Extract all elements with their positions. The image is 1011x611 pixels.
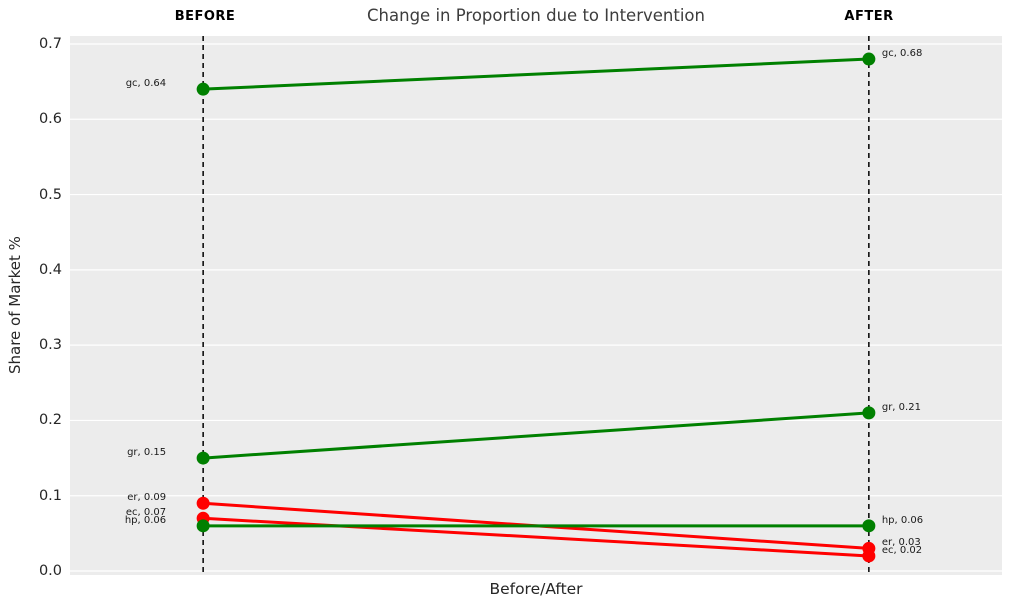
point-gr-before [196,451,210,465]
y-tick-0.7: 0.7 [38,35,62,52]
x-axis-label: Before/After [489,580,583,598]
point-hp-after [862,519,876,533]
series-line-gr [203,411,869,460]
annotation-ec-before: ec, 0.07 [125,507,167,519]
annotation-gc-after: gc, 0.68 [881,48,923,60]
series-line-ec [203,516,869,558]
column-header-after: AFTER [844,9,894,24]
point-ec-after [862,549,876,563]
slope-chart-canvas [70,36,1002,575]
annotation-hp-after: hp, 0.06 [881,514,924,526]
annotation-hp-before: hp, 0.06 [124,514,167,526]
y-tick-0.2: 0.2 [38,412,62,429]
y-tick-0.1: 0.1 [38,487,62,504]
y-tick-0.5: 0.5 [38,186,62,203]
y-tick-0.0: 0.0 [38,563,62,579]
annotation-gc-before: gc, 0.64 [125,78,167,90]
point-gr-after [862,406,876,420]
point-gc-after [862,52,876,66]
point-gc-before [196,82,210,96]
point-er-before [196,496,210,510]
annotation-gr-after: gr, 0.21 [881,401,921,413]
chart-title: Change in Proportion due to Intervention [367,6,705,25]
y-tick-0.4: 0.4 [38,261,62,278]
series-line-gc [203,57,869,91]
y-tick-0.3: 0.3 [38,337,62,354]
y-tick-0.6: 0.6 [38,111,62,128]
annotation-gr-before: gr, 0.15 [127,447,167,459]
annotation-ec-after: ec, 0.02 [881,544,923,556]
annotation-er-before: er, 0.09 [127,492,167,504]
point-hp-before [196,519,210,533]
annotation-er-after: er, 0.03 [881,537,921,549]
column-header-before: BEFORE [174,9,236,24]
plot-area [70,36,1002,575]
